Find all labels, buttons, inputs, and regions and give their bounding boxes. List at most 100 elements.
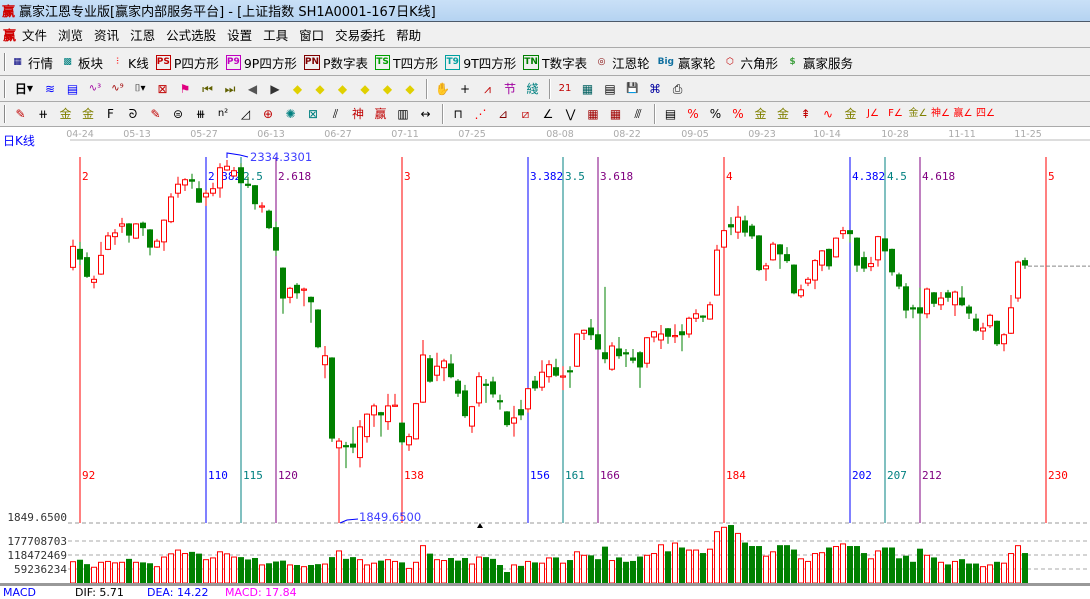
gold-ratio-icon[interactable]: 金 xyxy=(59,107,72,121)
last-page-icon[interactable]: ⏭ xyxy=(224,81,236,96)
cycle-circle-icon[interactable]: ⊜ xyxy=(172,107,184,121)
menu-logo-icon[interactable]: 赢 xyxy=(3,29,17,44)
menu-item-4[interactable]: 公式选股 xyxy=(166,28,217,43)
period-selector[interactable]: 日 ▼ xyxy=(10,79,38,99)
bars-icon[interactable]: ▤ xyxy=(664,107,677,121)
network-icon[interactable]: ⌘ xyxy=(649,81,661,96)
n2-icon[interactable]: n² xyxy=(217,108,229,119)
ying-angle-icon[interactable]: 赢∠ xyxy=(953,108,973,119)
gold-lines-icon[interactable]: 金 xyxy=(776,107,789,121)
expand-all-diamond-icon[interactable]: ◆ xyxy=(382,81,393,96)
arrow-right-diamond-icon[interactable]: ◆ xyxy=(315,81,325,96)
shen-angle-icon[interactable]: 神∠ xyxy=(931,108,950,119)
four-angle-icon[interactable]: 四∠ xyxy=(976,108,995,119)
menu-item-7[interactable]: 窗口 xyxy=(299,28,325,43)
square-web-icon[interactable]: ⊠ xyxy=(307,107,319,121)
box-icon[interactable]: ⊓ xyxy=(453,107,463,121)
toolbar-button-11[interactable]: ⬡ 六角形 xyxy=(723,53,778,72)
ruler-icon[interactable]: ▥ xyxy=(397,107,409,121)
pen-icon[interactable]: ✎ xyxy=(15,107,26,121)
printer-icon[interactable]: ⎙ xyxy=(672,81,683,96)
toolbar-grip[interactable] xyxy=(4,79,6,98)
toolbar-button-5[interactable]: PN P数字表 xyxy=(303,53,368,72)
toolbar-button-8[interactable]: TN T数字表 xyxy=(523,53,587,72)
text-tool-icon[interactable]: 节 xyxy=(503,81,516,96)
rocket-icon[interactable]: ⇞ xyxy=(800,107,811,121)
toolbar-button-6[interactable]: TS T四方形 xyxy=(375,53,438,72)
expand-v-diamond-icon[interactable]: ◆ xyxy=(405,81,415,96)
next-icon[interactable]: ▶ xyxy=(270,81,280,96)
grid-icon[interactable]: ▦ xyxy=(587,107,599,121)
toolbar-button-9[interactable]: ◎ 江恩轮 xyxy=(594,53,650,72)
fib-f-icon[interactable]: F xyxy=(107,107,114,121)
toolbar-button-3[interactable]: PS P四方形 xyxy=(155,53,219,72)
parallel-lines-icon[interactable]: ⧺ xyxy=(37,107,49,121)
toolbar-button-0[interactable]: ▦ 行情 xyxy=(10,53,53,72)
percent-line-icon[interactable]: % xyxy=(687,107,699,121)
kline-chart[interactable]: 日K线 04-24 05-13 05-27 06-13 06-27 07-11 07-25 0… xyxy=(0,127,1090,583)
hand-icon[interactable]: ✋ xyxy=(435,81,450,96)
toolbar-grip[interactable] xyxy=(4,105,6,123)
toolbar-button-1[interactable]: ▩ 板块 xyxy=(60,53,103,72)
toolbar-button-10[interactable]: Big 赢家轮 xyxy=(657,53,716,72)
menu-item-9[interactable]: 帮助 xyxy=(396,28,422,43)
macd-title[interactable]: MACD xyxy=(3,586,36,599)
gold-circle-icon[interactable]: 金 xyxy=(754,107,767,121)
menu-item-1[interactable]: 浏览 xyxy=(58,28,84,43)
angle-lines-icon[interactable]: ⫽ xyxy=(332,107,339,121)
web-icon[interactable]: ✺ xyxy=(285,107,296,121)
j-angle-icon[interactable]: J∠ xyxy=(867,108,879,119)
gold-angle-icon[interactable]: 金∠ xyxy=(908,108,928,119)
save-icon[interactable]: 💾 xyxy=(626,82,639,94)
menu-item-2[interactable]: 资讯 xyxy=(94,28,120,43)
candle-type-icon[interactable]: ⌷▾ xyxy=(134,82,146,94)
shen-icon[interactable]: 神 xyxy=(351,107,364,121)
grid-fan-icon[interactable]: ⊿ xyxy=(497,107,509,121)
gold-ratio2-icon[interactable]: 金 xyxy=(81,107,94,121)
toolbar-button-4[interactable]: P9 9P四方形 xyxy=(225,53,297,72)
arrow-left-diamond-icon[interactable]: ◆ xyxy=(292,81,303,96)
wave9-icon[interactable]: ∿⁹ xyxy=(111,82,124,94)
menu-item-3[interactable]: 江恩 xyxy=(130,28,156,43)
toolbar-grip[interactable] xyxy=(4,53,6,71)
menu-item-0[interactable]: 文件 xyxy=(22,28,48,43)
toolbar-button-7[interactable]: T9 9T四方形 xyxy=(445,53,516,72)
target-icon[interactable]: ⊕ xyxy=(262,107,274,121)
ying-icon[interactable]: 赢 xyxy=(374,107,387,121)
fan-lines-icon[interactable]: ∠ xyxy=(542,107,554,121)
toolbar-button-2[interactable]: ⫶ K线 xyxy=(110,53,148,72)
gann-grid-icon[interactable]: ⊠ xyxy=(157,81,168,96)
wave3-icon[interactable]: ∿³ xyxy=(88,82,102,94)
brush-icon[interactable]: ✎ xyxy=(150,107,161,121)
percent-icon[interactable]: % xyxy=(709,107,722,121)
measure-icon[interactable]: ↔ xyxy=(420,107,431,121)
chart-canvas[interactable]: 04-24 05-13 05-27 06-13 06-27 07-11 07-25 08-08… xyxy=(0,127,1090,583)
time-lines-icon[interactable]: ⧻ xyxy=(195,107,206,121)
slant-lines-icon[interactable]: ⫻ xyxy=(634,107,642,121)
menu-item-6[interactable]: 工具 xyxy=(263,28,289,43)
toolbar-button-12[interactable]: $ 赢家服务 xyxy=(785,53,853,72)
flag-icon[interactable]: ⚑ xyxy=(179,81,191,96)
fan-red-icon[interactable]: ⋰ xyxy=(474,107,487,121)
menu-item-5[interactable]: 设置 xyxy=(227,28,253,43)
triangle-icon[interactable]: ◿ xyxy=(240,107,251,121)
pattern-icon[interactable]: 綫 xyxy=(526,81,539,96)
square-fan-icon[interactable]: ⧄ xyxy=(521,107,530,121)
spiral-icon[interactable]: ᘐ xyxy=(128,107,138,121)
first-page-icon[interactable]: ⏮ xyxy=(202,81,213,96)
previous-icon[interactable]: ◀ xyxy=(247,81,258,96)
percent-lines-icon[interactable]: % xyxy=(732,107,744,121)
line-tool-icon[interactable]: ⩘ xyxy=(484,81,491,96)
menu-item-8[interactable]: 交易委托 xyxy=(335,28,386,43)
calendar-icon[interactable]: 21 xyxy=(558,82,572,94)
sine-icon[interactable]: ∿ xyxy=(822,107,834,121)
gold-box-icon[interactable]: 金 xyxy=(844,107,857,121)
grid2-icon[interactable]: ▦ xyxy=(609,107,622,121)
f-angle-icon[interactable]: F∠ xyxy=(888,108,903,119)
expand-h-diamond-icon[interactable]: ◆ xyxy=(337,81,348,96)
zigzag-icon[interactable]: ⋁ xyxy=(565,107,576,121)
compress-h-diamond-icon[interactable]: ◆ xyxy=(360,81,370,96)
wave-draw-icon[interactable]: ≋ xyxy=(44,81,56,96)
crosshair-icon[interactable]: + xyxy=(459,81,471,96)
notes-icon[interactable]: ▤ xyxy=(66,81,79,96)
